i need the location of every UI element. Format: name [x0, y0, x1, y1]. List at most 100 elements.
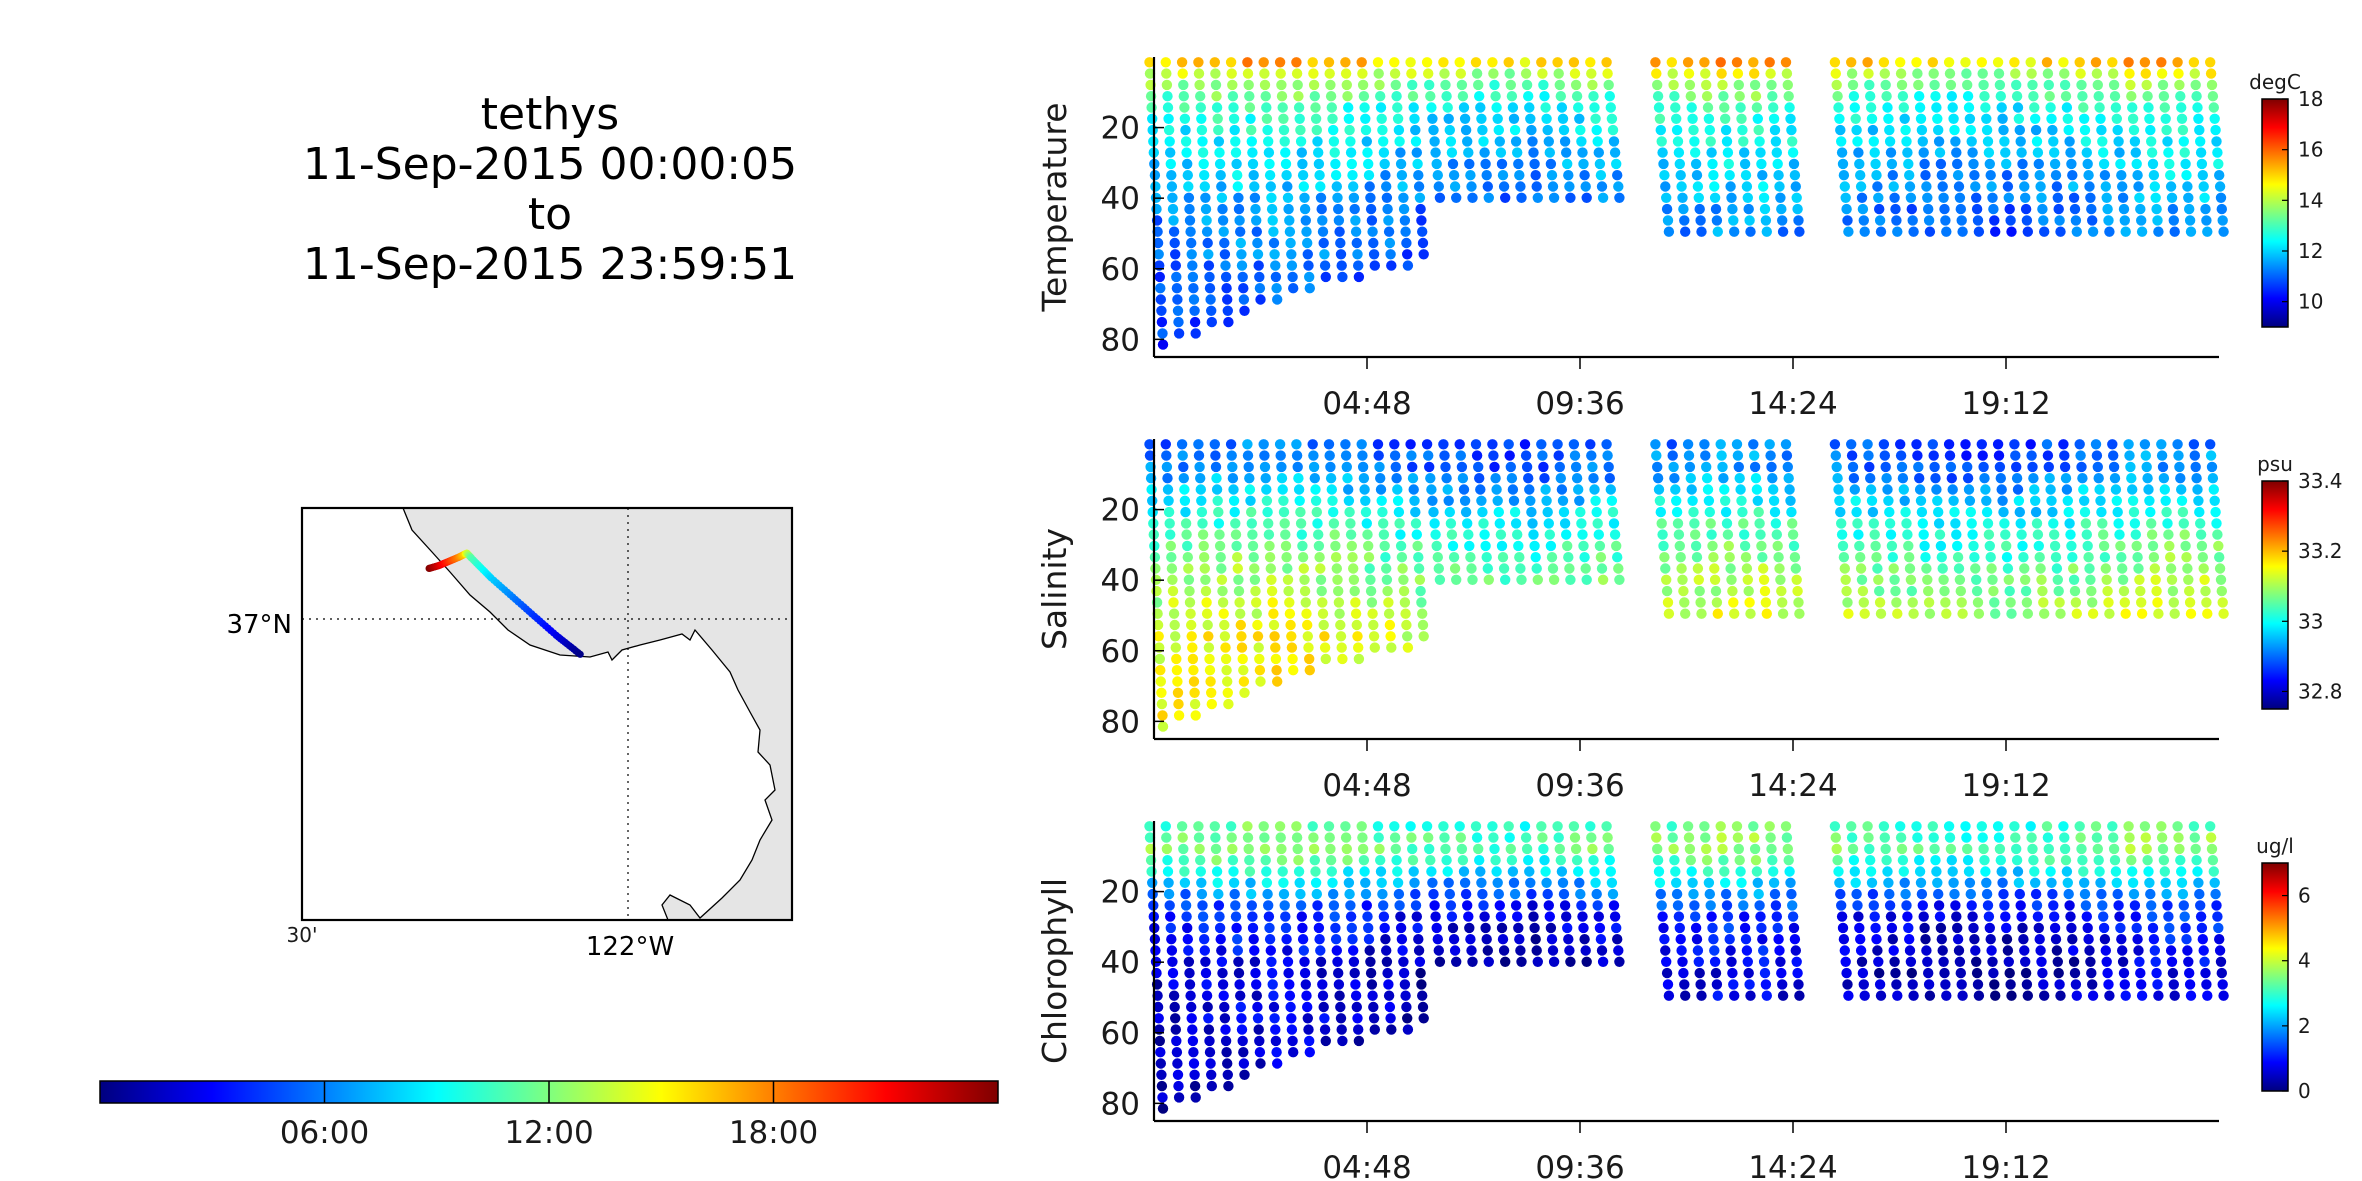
sample-point	[1413, 552, 1424, 563]
sample-point	[1151, 203, 1162, 215]
sample-point	[1196, 888, 1208, 900]
sample-point	[1854, 540, 1865, 552]
sample-point	[1283, 585, 1294, 597]
sample-point	[1594, 922, 1606, 934]
sample-point	[1938, 956, 1949, 967]
sample-point	[2076, 79, 2087, 91]
sample-point	[2045, 484, 2056, 495]
sample-point	[2033, 158, 2045, 170]
sample-point	[2050, 934, 2062, 945]
temperature-scatter	[1144, 57, 2229, 350]
sample-point	[1454, 439, 1465, 450]
sample-point	[2034, 170, 2045, 181]
sample-point	[1871, 934, 1882, 945]
sample-point	[1449, 563, 1461, 574]
sample-point	[1399, 597, 1411, 608]
sample-point	[1934, 529, 1946, 540]
sample-point	[1556, 866, 1568, 877]
sample-point	[1406, 68, 1417, 79]
sample-point	[1204, 653, 1215, 665]
sample-point	[1299, 192, 1310, 203]
sample-point	[1880, 843, 1891, 855]
sample-point	[1765, 68, 1776, 79]
salinity-colorbar	[2261, 480, 2289, 710]
sample-point	[1950, 136, 1961, 147]
sample-point	[1487, 57, 1498, 68]
sample-point	[2195, 147, 2207, 158]
sample-point	[2130, 147, 2141, 158]
sample-point	[1849, 866, 1861, 877]
sample-point	[1749, 843, 1761, 855]
sample-point	[1302, 619, 1313, 631]
sample-point	[1265, 181, 1277, 192]
sample-point	[1687, 877, 1698, 888]
sample-point	[1232, 170, 1243, 181]
sample-point	[1182, 934, 1194, 945]
sample-point	[1182, 158, 1193, 170]
sample-point	[2156, 68, 2168, 79]
sample-point	[2076, 843, 2087, 855]
sample-point	[1152, 1001, 1164, 1013]
sample-point	[1726, 956, 1737, 967]
sample-point	[1473, 79, 1484, 91]
sample-point	[2202, 990, 2213, 1001]
sample-point	[1777, 608, 1789, 619]
sample-point	[1964, 495, 1976, 506]
sample-point	[2142, 855, 2153, 866]
sample-point	[2092, 461, 2103, 473]
sample-point	[1683, 68, 1695, 79]
sample-point	[1363, 158, 1374, 170]
sample-point	[1829, 439, 1841, 450]
sample-point	[2153, 990, 2164, 1001]
sample-point	[1348, 192, 1360, 203]
sample-point	[1859, 226, 1870, 237]
sample-point	[1994, 843, 2006, 855]
sample-point	[1259, 843, 1271, 855]
sample-point	[1869, 147, 1880, 158]
sample-point	[1694, 203, 1705, 215]
sample-point	[2117, 956, 2129, 967]
sample-point	[2184, 597, 2196, 608]
sample-point	[1989, 979, 2000, 990]
sample-point	[2000, 529, 2011, 540]
sample-point	[2068, 574, 2080, 585]
sample-point	[1254, 271, 1265, 283]
sample-point	[1332, 956, 1343, 967]
sample-point	[1221, 1047, 1232, 1058]
sample-point	[1587, 461, 1598, 473]
sample-point	[1527, 900, 1538, 911]
sample-point	[1493, 124, 1505, 136]
sample-point	[1595, 934, 1607, 945]
lon-label-122w: 122°W	[586, 932, 674, 962]
sample-point	[1507, 484, 1519, 495]
sample-point	[1614, 192, 1625, 203]
sample-point	[1711, 979, 1723, 990]
sample-point	[1950, 900, 1961, 911]
sample-point	[1787, 529, 1799, 540]
sample-point	[1832, 473, 1843, 484]
time-colorbar: 06:00 12:00 18:00	[99, 1080, 999, 1151]
sample-point	[1285, 237, 1296, 249]
sample-point	[1757, 934, 1768, 945]
sample-point	[1503, 821, 1514, 832]
sample-point	[1252, 249, 1264, 260]
sample-point	[1409, 113, 1420, 125]
sample-point	[1171, 1047, 1183, 1058]
sample-point	[1270, 260, 1281, 271]
sample-point	[2078, 866, 2089, 877]
sample-point	[1303, 260, 1314, 271]
sample-point	[1703, 877, 1715, 888]
sample-point	[1416, 215, 1427, 226]
sample-point	[1765, 450, 1776, 461]
sample-point	[1785, 877, 1796, 888]
sample-point	[1319, 1013, 1330, 1024]
sample-point	[1291, 57, 1302, 68]
sample-point	[1536, 57, 1547, 68]
sample-point	[1170, 1013, 1181, 1024]
sample-point	[2177, 506, 2189, 518]
sample-point	[1669, 855, 1680, 866]
sample-point	[1955, 585, 1967, 597]
sample-point	[1657, 911, 1668, 922]
sample-point	[1168, 979, 1179, 990]
sample-point	[2188, 821, 2200, 832]
